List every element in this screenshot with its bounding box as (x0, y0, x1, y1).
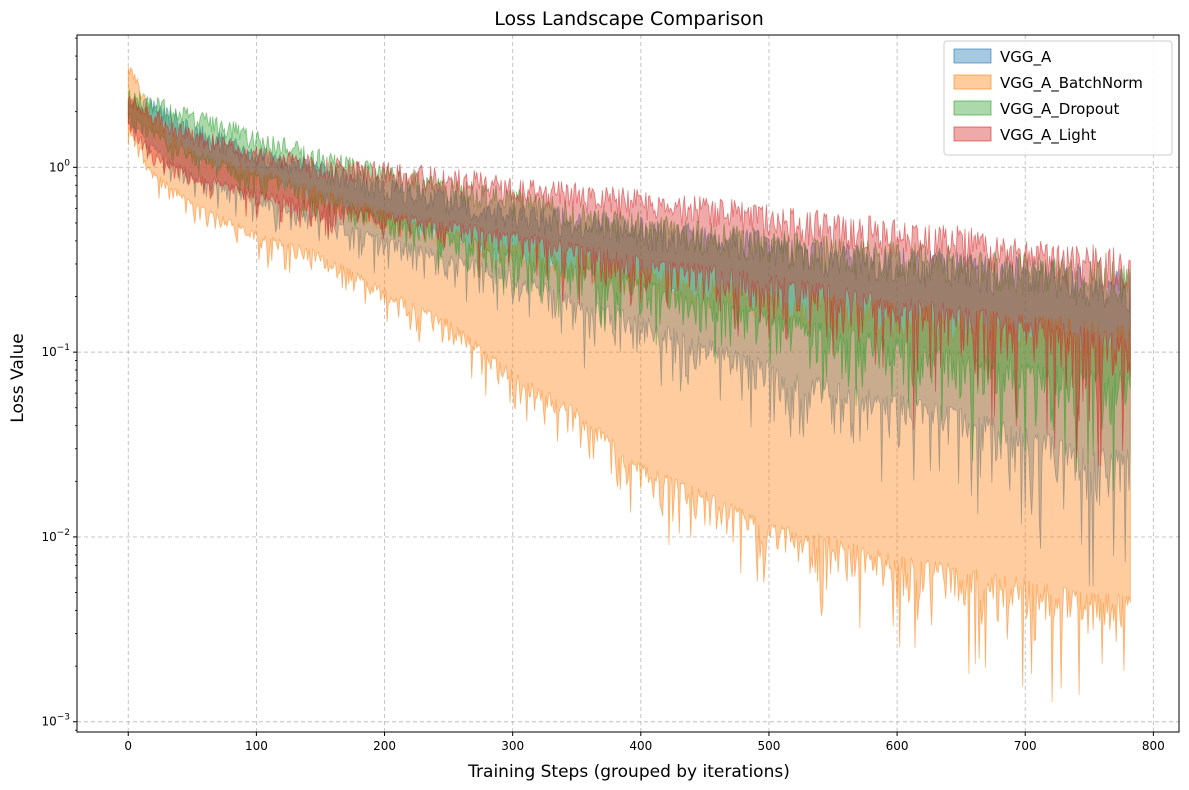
series-area (127, 66, 1131, 703)
x-tick-label: 0 (124, 739, 132, 753)
legend-swatch (953, 48, 992, 64)
legend-box (943, 40, 1173, 156)
x-tick-label: 400 (629, 739, 652, 753)
x-tick-label: 800 (1142, 739, 1165, 753)
series-areas (127, 66, 1131, 703)
x-axis-ticks: 0 100 200 300 400 500 600 700 800 (124, 732, 1165, 753)
y-axis-label: Loss Value (8, 333, 28, 422)
x-tick-label: 700 (1014, 739, 1037, 753)
legend-swatch (953, 126, 992, 142)
legend-entry: VGG_A (1000, 48, 1052, 67)
chart-title: Loss Landscape Comparison (494, 8, 764, 30)
legend-entry: VGG_A_BatchNorm (1000, 74, 1143, 93)
x-axis-label: Training Steps (grouped by iterations) (467, 762, 790, 782)
x-tick-label: 200 (373, 739, 396, 753)
x-tick-label: 300 (501, 739, 524, 753)
legend-entry: VGG_A_Dropout (1000, 100, 1120, 119)
y-tick-label: 10−3 (41, 713, 70, 729)
x-tick-label: 500 (758, 739, 781, 753)
x-tick-label: 100 (245, 739, 268, 753)
legend-swatch (953, 74, 992, 90)
y-tick-label: 100 (49, 158, 70, 174)
y-tick-label: 10−2 (41, 528, 70, 544)
legend-entry: VGG_A_Light (1000, 126, 1096, 145)
y-tick-label: 10−1 (41, 343, 70, 359)
legend: VGG_A VGG_A_BatchNorm VGG_A_Dropout VGG_A_L… (943, 40, 1173, 156)
x-tick-label: 600 (886, 739, 909, 753)
legend-swatch (953, 100, 992, 116)
plot-frame (76, 34, 1180, 733)
series-area (127, 96, 1131, 467)
y-axis-ticks: 10−3 10−2 10−1 100 (41, 37, 77, 731)
